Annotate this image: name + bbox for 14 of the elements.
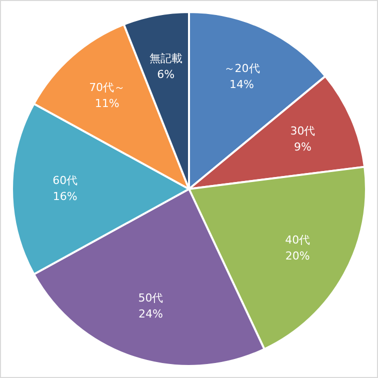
data-label: 16%: [52, 190, 78, 203]
slice-label: 60代: [52, 174, 78, 187]
data-label: 9%: [294, 140, 312, 154]
data-label: 24%: [138, 308, 163, 321]
slice-label: 無記載: [149, 52, 182, 66]
slice-label: 70代～: [89, 80, 126, 94]
slice-label: ～20代: [224, 62, 260, 75]
data-label: 14%: [230, 78, 254, 91]
data-label: 6%: [157, 68, 175, 82]
slice-label: 50代: [138, 292, 164, 305]
data-label: 11%: [94, 96, 120, 110]
data-label: 20%: [285, 250, 310, 263]
slice-label: 40代: [285, 234, 310, 247]
slice-label: 30代: [290, 124, 316, 138]
